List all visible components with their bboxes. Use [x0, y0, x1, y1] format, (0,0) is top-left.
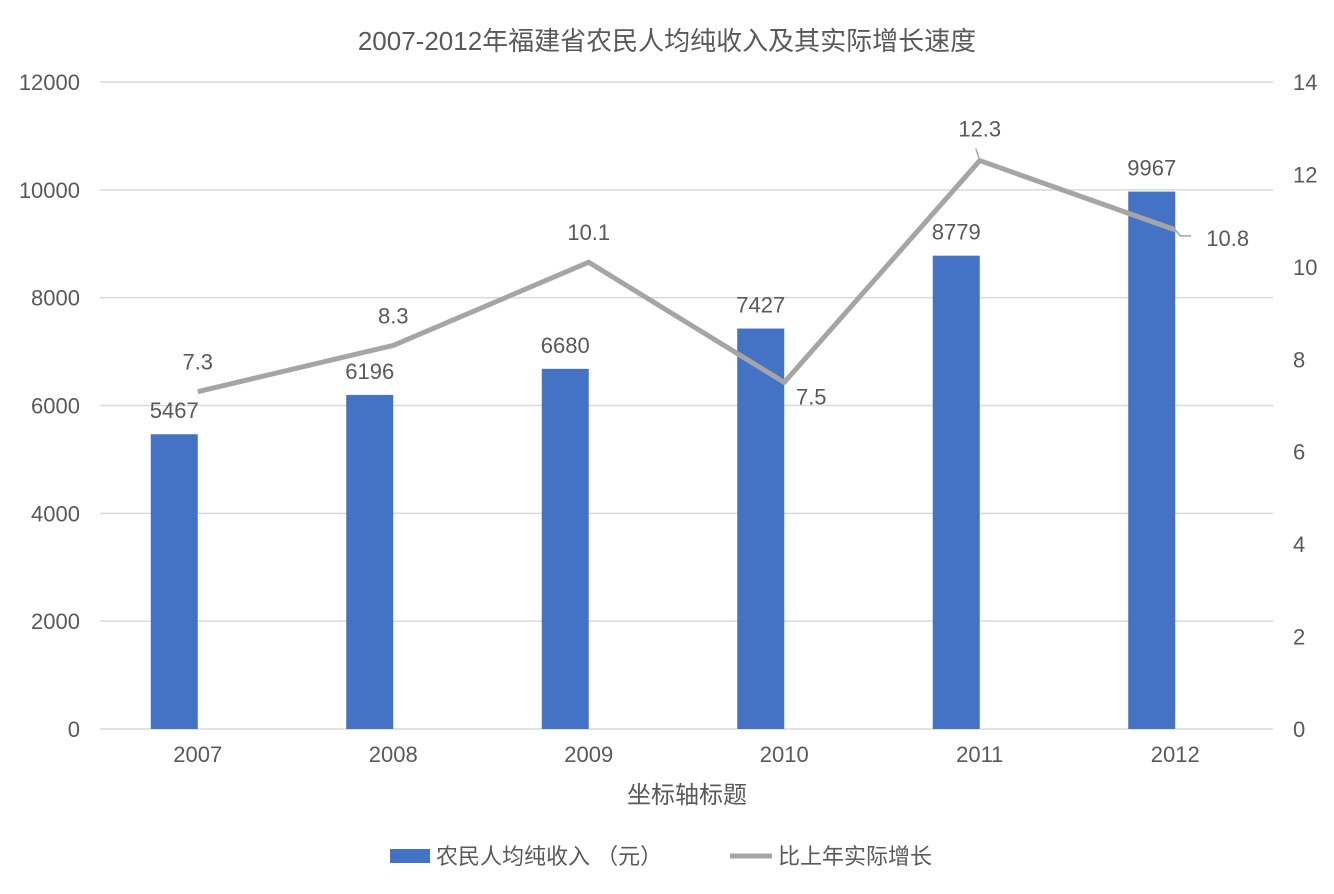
left-axis-ticks: 0 2000 4000 6000 8000 10000 12000	[19, 70, 80, 742]
bar-data-label: 7427	[736, 293, 785, 318]
bar	[150, 434, 198, 729]
right-axis-ticks: 0 2 4 6 8 10 12 14	[1293, 70, 1317, 742]
gridlines	[100, 81, 1273, 730]
line-data-label: 7.5	[796, 384, 827, 409]
bar-series: 5467 6196 6680 7427 8779 9967	[150, 156, 1176, 730]
x-tick-label: 2008	[369, 742, 418, 767]
line-series: 7.3 8.3 10.1 7.5 12.3 10.8	[182, 117, 1249, 410]
legend-line-label: 比上年实际增长	[778, 844, 932, 869]
left-tick-label: 10000	[19, 178, 80, 203]
x-axis-title: 坐标轴标题	[627, 782, 747, 809]
right-tick-label: 10	[1293, 255, 1317, 280]
line-data-label: 10.8	[1206, 226, 1249, 251]
chart-title: 2007-2012年福建省农民人均纯收入及其实际增长速度	[358, 26, 976, 56]
right-tick-label: 0	[1293, 717, 1305, 742]
bar-data-label: 5467	[150, 398, 199, 423]
right-tick-label: 8	[1293, 347, 1305, 372]
right-tick-label: 2	[1293, 625, 1305, 650]
bar	[541, 368, 589, 729]
x-tick-label: 2012	[1151, 742, 1200, 767]
left-tick-label: 6000	[31, 394, 80, 419]
right-tick-label: 6	[1293, 440, 1305, 465]
left-tick-label: 8000	[31, 286, 80, 311]
x-tick-label: 2007	[173, 742, 222, 767]
left-tick-label: 12000	[19, 70, 80, 95]
bar-data-label: 6680	[541, 333, 590, 358]
legend-bar-swatch	[390, 849, 430, 863]
legend-bar-label: 农民人均纯收入 （元）	[436, 844, 662, 869]
leader-line	[1174, 229, 1192, 237]
x-tick-label: 2011	[956, 742, 1003, 767]
line-data-label: 10.1	[567, 220, 610, 245]
line	[197, 158, 1177, 395]
x-tick-label: 2009	[564, 742, 613, 767]
bar	[932, 255, 980, 729]
left-tick-label: 2000	[31, 609, 80, 634]
bar	[737, 328, 785, 729]
bar	[1128, 191, 1176, 730]
x-tick-label: 2010	[760, 742, 809, 767]
left-tick-label: 4000	[31, 501, 80, 526]
left-tick-label: 0	[68, 717, 80, 742]
bar	[346, 394, 394, 729]
line-data-label: 8.3	[378, 303, 409, 328]
bar-data-label: 8779	[932, 220, 981, 245]
bar-data-label: 6196	[345, 359, 394, 384]
right-tick-label: 4	[1293, 532, 1305, 557]
leader-line	[975, 148, 981, 161]
bar-data-label: 9967	[1127, 156, 1176, 181]
line-data-label: 12.3	[958, 117, 1001, 142]
right-tick-label: 12	[1293, 162, 1317, 187]
line-data-label: 7.3	[182, 350, 213, 375]
right-tick-label: 14	[1293, 70, 1317, 95]
legend: 农民人均纯收入 （元） 比上年实际增长	[390, 844, 932, 869]
x-axis-ticks: 2007 2008 2009 2010 2011 2012	[173, 742, 1199, 767]
